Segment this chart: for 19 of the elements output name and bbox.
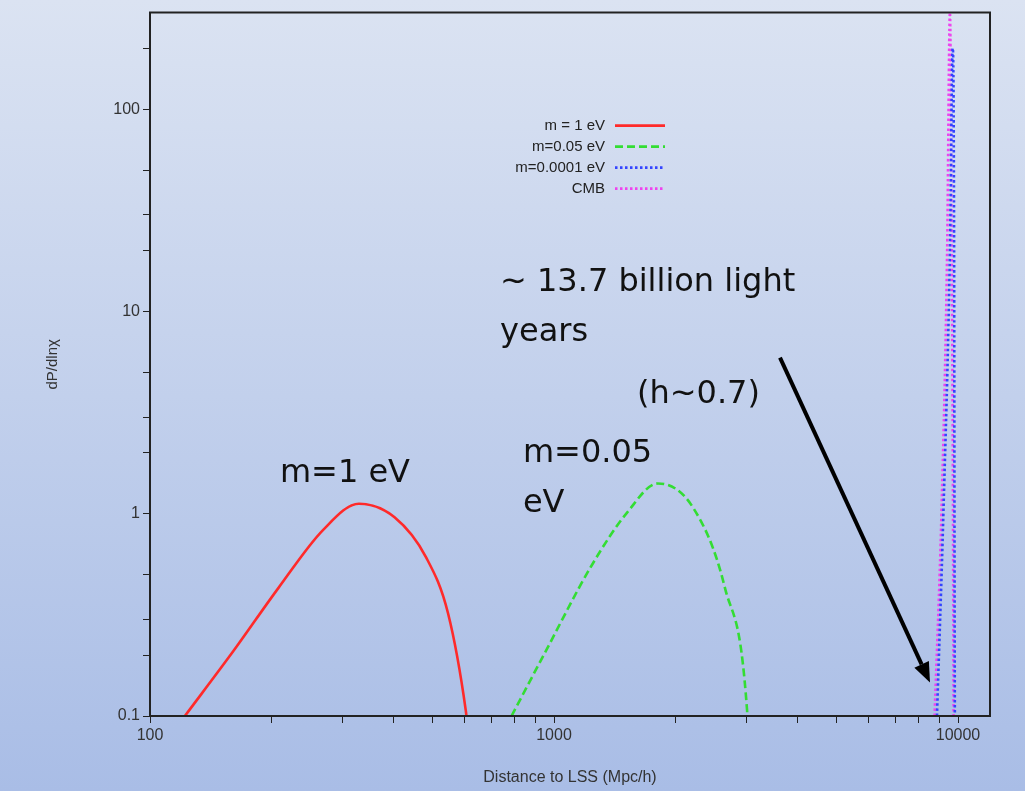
- x-tick-label: 100: [136, 726, 164, 744]
- y-tick-label: 10: [122, 301, 141, 319]
- annotation: ~ 13.7 billion light years: [500, 260, 796, 349]
- annotation: (h~0.7): [637, 372, 760, 411]
- x-axis-title: Distance to LSS (Mpc/h): [483, 767, 657, 785]
- y-tick-label: 0.1: [117, 706, 141, 724]
- y-tick-label: 1: [131, 504, 141, 522]
- y-axis-title: dP/dlnχ: [43, 338, 61, 390]
- x-tick-label: 1000: [536, 726, 572, 744]
- legend-label: m=0.05 eV: [532, 136, 605, 154]
- line-series: [933, 12, 955, 716]
- y-tick-label: 100: [113, 99, 141, 117]
- legend-label: m=0.0001 eV: [515, 157, 605, 175]
- annotation: m=1 eV: [279, 451, 411, 490]
- line-series: [935, 46, 957, 716]
- x-tick-label: 10000: [935, 726, 981, 744]
- annotation: m=0.05 eV: [522, 431, 653, 520]
- legend-label: CMB: [571, 178, 605, 196]
- legend-label: m = 1 eV: [544, 115, 605, 133]
